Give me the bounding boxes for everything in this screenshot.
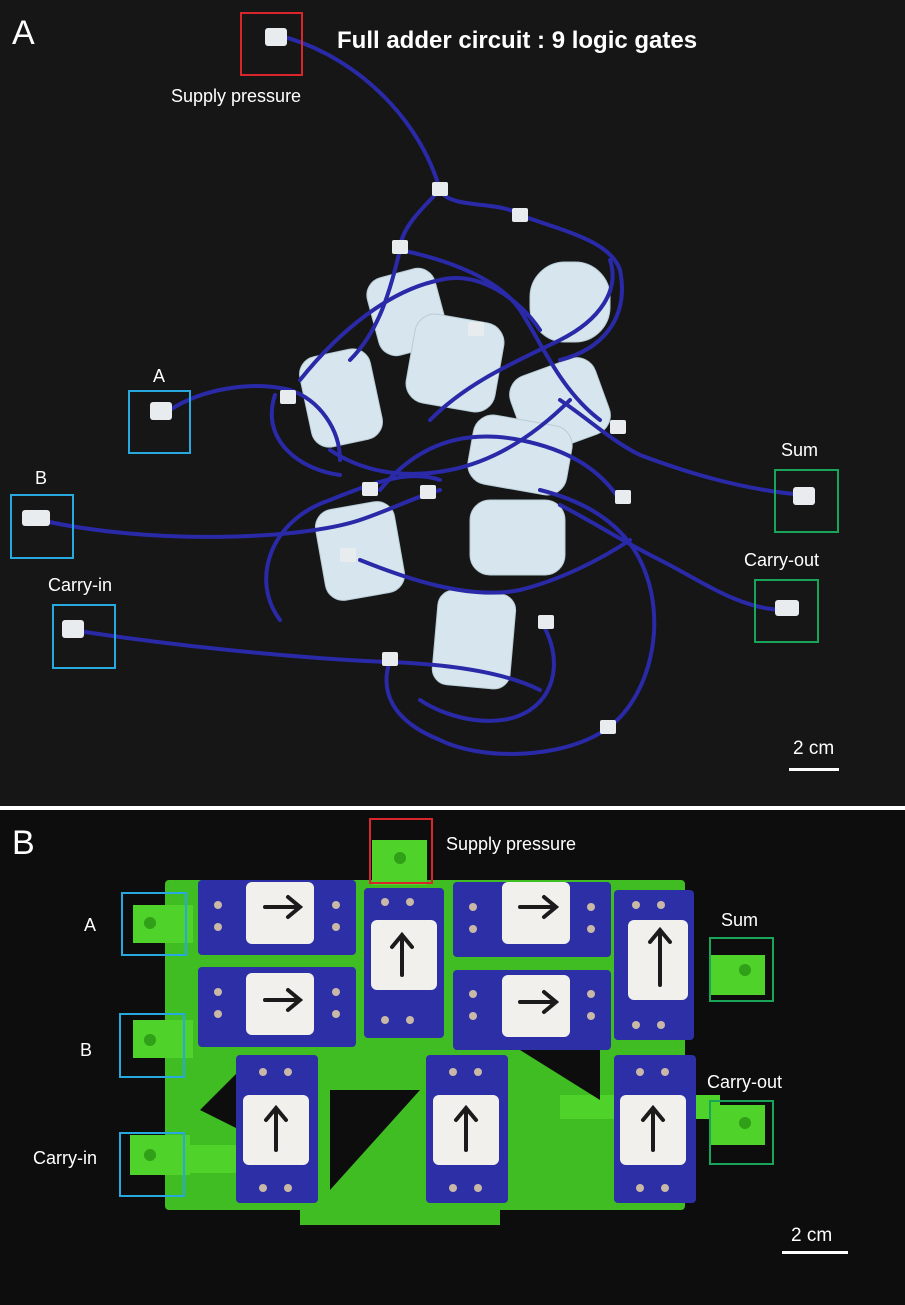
b-sum-box <box>709 937 774 1002</box>
panel-b-scale-label: 2 cm <box>791 1225 833 1246</box>
b-input-b-label: B <box>80 1040 93 1060</box>
b-input-b-box <box>119 1013 185 1078</box>
input-a-label: A <box>153 366 166 386</box>
b-carry-out-label: Carry-out <box>707 1072 783 1092</box>
sum-box <box>774 469 839 533</box>
input-b-label: B <box>35 468 48 488</box>
panel-b-scale-bar <box>782 1251 848 1254</box>
supply-pressure-box <box>240 12 303 76</box>
panel-a-letter: A <box>12 14 35 52</box>
supply-pressure-label: Supply pressure <box>171 86 302 106</box>
panel-a-photo: A Full adder circuit : 9 logic gates Sup… <box>0 0 905 806</box>
panel-b-letter: B <box>12 824 35 862</box>
manifold-photo <box>130 840 765 1225</box>
b-input-a-label: A <box>84 915 97 935</box>
carry-out-box <box>754 579 819 643</box>
carry-in-box <box>52 604 116 669</box>
panel-a-scale-label: 2 cm <box>793 738 835 759</box>
b-carry-in-box <box>119 1132 185 1197</box>
carry-in-label: Carry-in <box>48 575 113 595</box>
input-b-box <box>10 494 74 559</box>
b-supply-pressure-box <box>369 818 433 884</box>
input-a-box <box>128 390 191 454</box>
panel-a-title: Full adder circuit : 9 logic gates <box>337 27 698 54</box>
b-carry-out-box <box>709 1100 774 1165</box>
b-supply-pressure-label: Supply pressure <box>446 834 577 854</box>
b-sum-label: Sum <box>721 910 759 930</box>
sum-label: Sum <box>781 440 819 460</box>
tubing-network-photo <box>22 28 815 756</box>
b-input-a-box <box>121 892 187 956</box>
b-carry-in-label: Carry-in <box>33 1148 98 1168</box>
panel-a-scale-bar <box>789 768 839 771</box>
carry-out-label: Carry-out <box>744 550 820 570</box>
panel-b-photo: B Supply pressure A B Carry-in Sum Carry… <box>0 810 905 1305</box>
